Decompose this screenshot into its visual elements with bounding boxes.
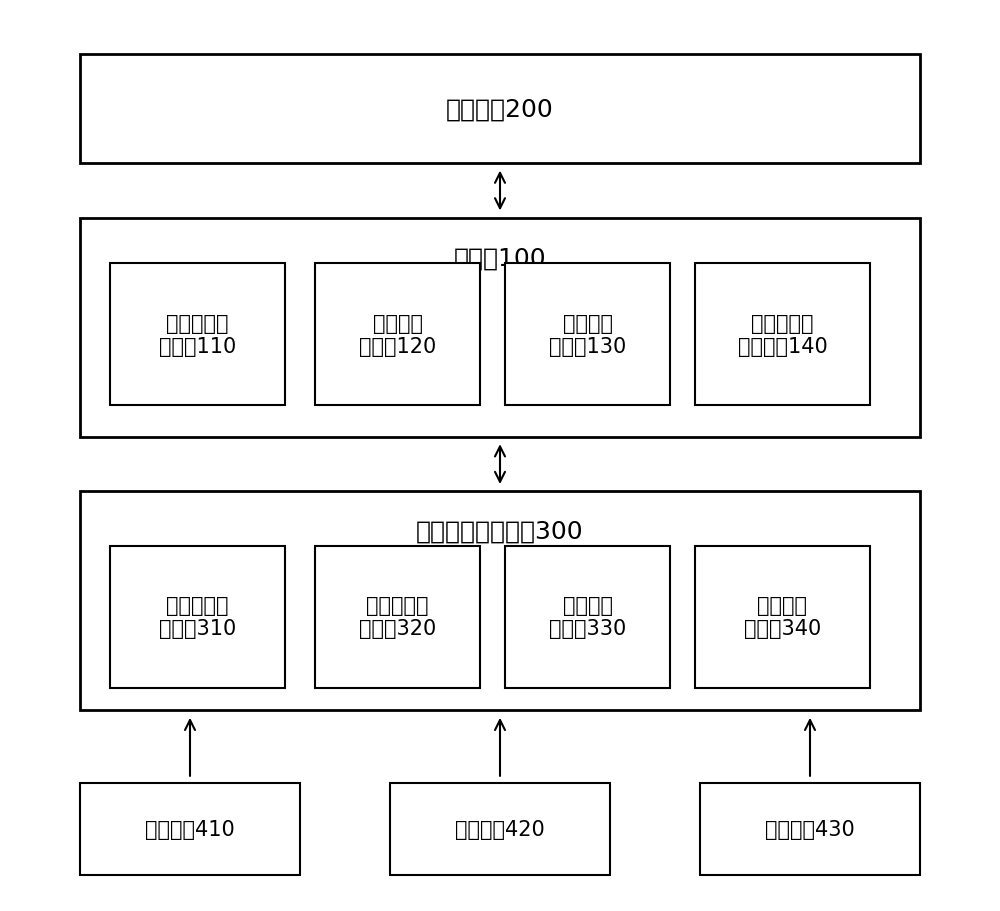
FancyBboxPatch shape (315, 264, 480, 405)
FancyBboxPatch shape (80, 783, 300, 875)
Text: 模型训练
服务器120: 模型训练 服务器120 (359, 313, 436, 356)
Text: 视频数据处理平台300: 视频数据处理平台300 (416, 519, 584, 543)
FancyBboxPatch shape (110, 547, 285, 688)
FancyBboxPatch shape (505, 547, 670, 688)
Text: 转播流媒体
服务器110: 转播流媒体 服务器110 (159, 313, 236, 356)
Text: 监拍设备410: 监拍设备410 (145, 819, 235, 839)
Text: 云平台100: 云平台100 (454, 246, 546, 270)
FancyBboxPatch shape (505, 264, 670, 405)
Text: 数据中心
服务器340: 数据中心 服务器340 (744, 596, 821, 639)
Text: 视频处理
服务器330: 视频处理 服务器330 (549, 596, 626, 639)
Text: 录播流媒体
服务器320: 录播流媒体 服务器320 (359, 596, 436, 639)
Text: 模型仓库
服务器130: 模型仓库 服务器130 (549, 313, 626, 356)
Text: 直播流媒体
服务器310: 直播流媒体 服务器310 (159, 596, 236, 639)
FancyBboxPatch shape (80, 55, 920, 164)
Text: 监拍设备430: 监拍设备430 (765, 819, 855, 839)
FancyBboxPatch shape (695, 547, 870, 688)
Text: 设备注册中
心服务器140: 设备注册中 心服务器140 (738, 313, 827, 356)
FancyBboxPatch shape (110, 264, 285, 405)
FancyBboxPatch shape (80, 492, 920, 711)
FancyBboxPatch shape (80, 219, 920, 437)
Text: 监控平台200: 监控平台200 (446, 97, 554, 121)
Text: 监拍设备420: 监拍设备420 (455, 819, 545, 839)
FancyBboxPatch shape (700, 783, 920, 875)
FancyBboxPatch shape (315, 547, 480, 688)
FancyBboxPatch shape (695, 264, 870, 405)
FancyBboxPatch shape (390, 783, 610, 875)
